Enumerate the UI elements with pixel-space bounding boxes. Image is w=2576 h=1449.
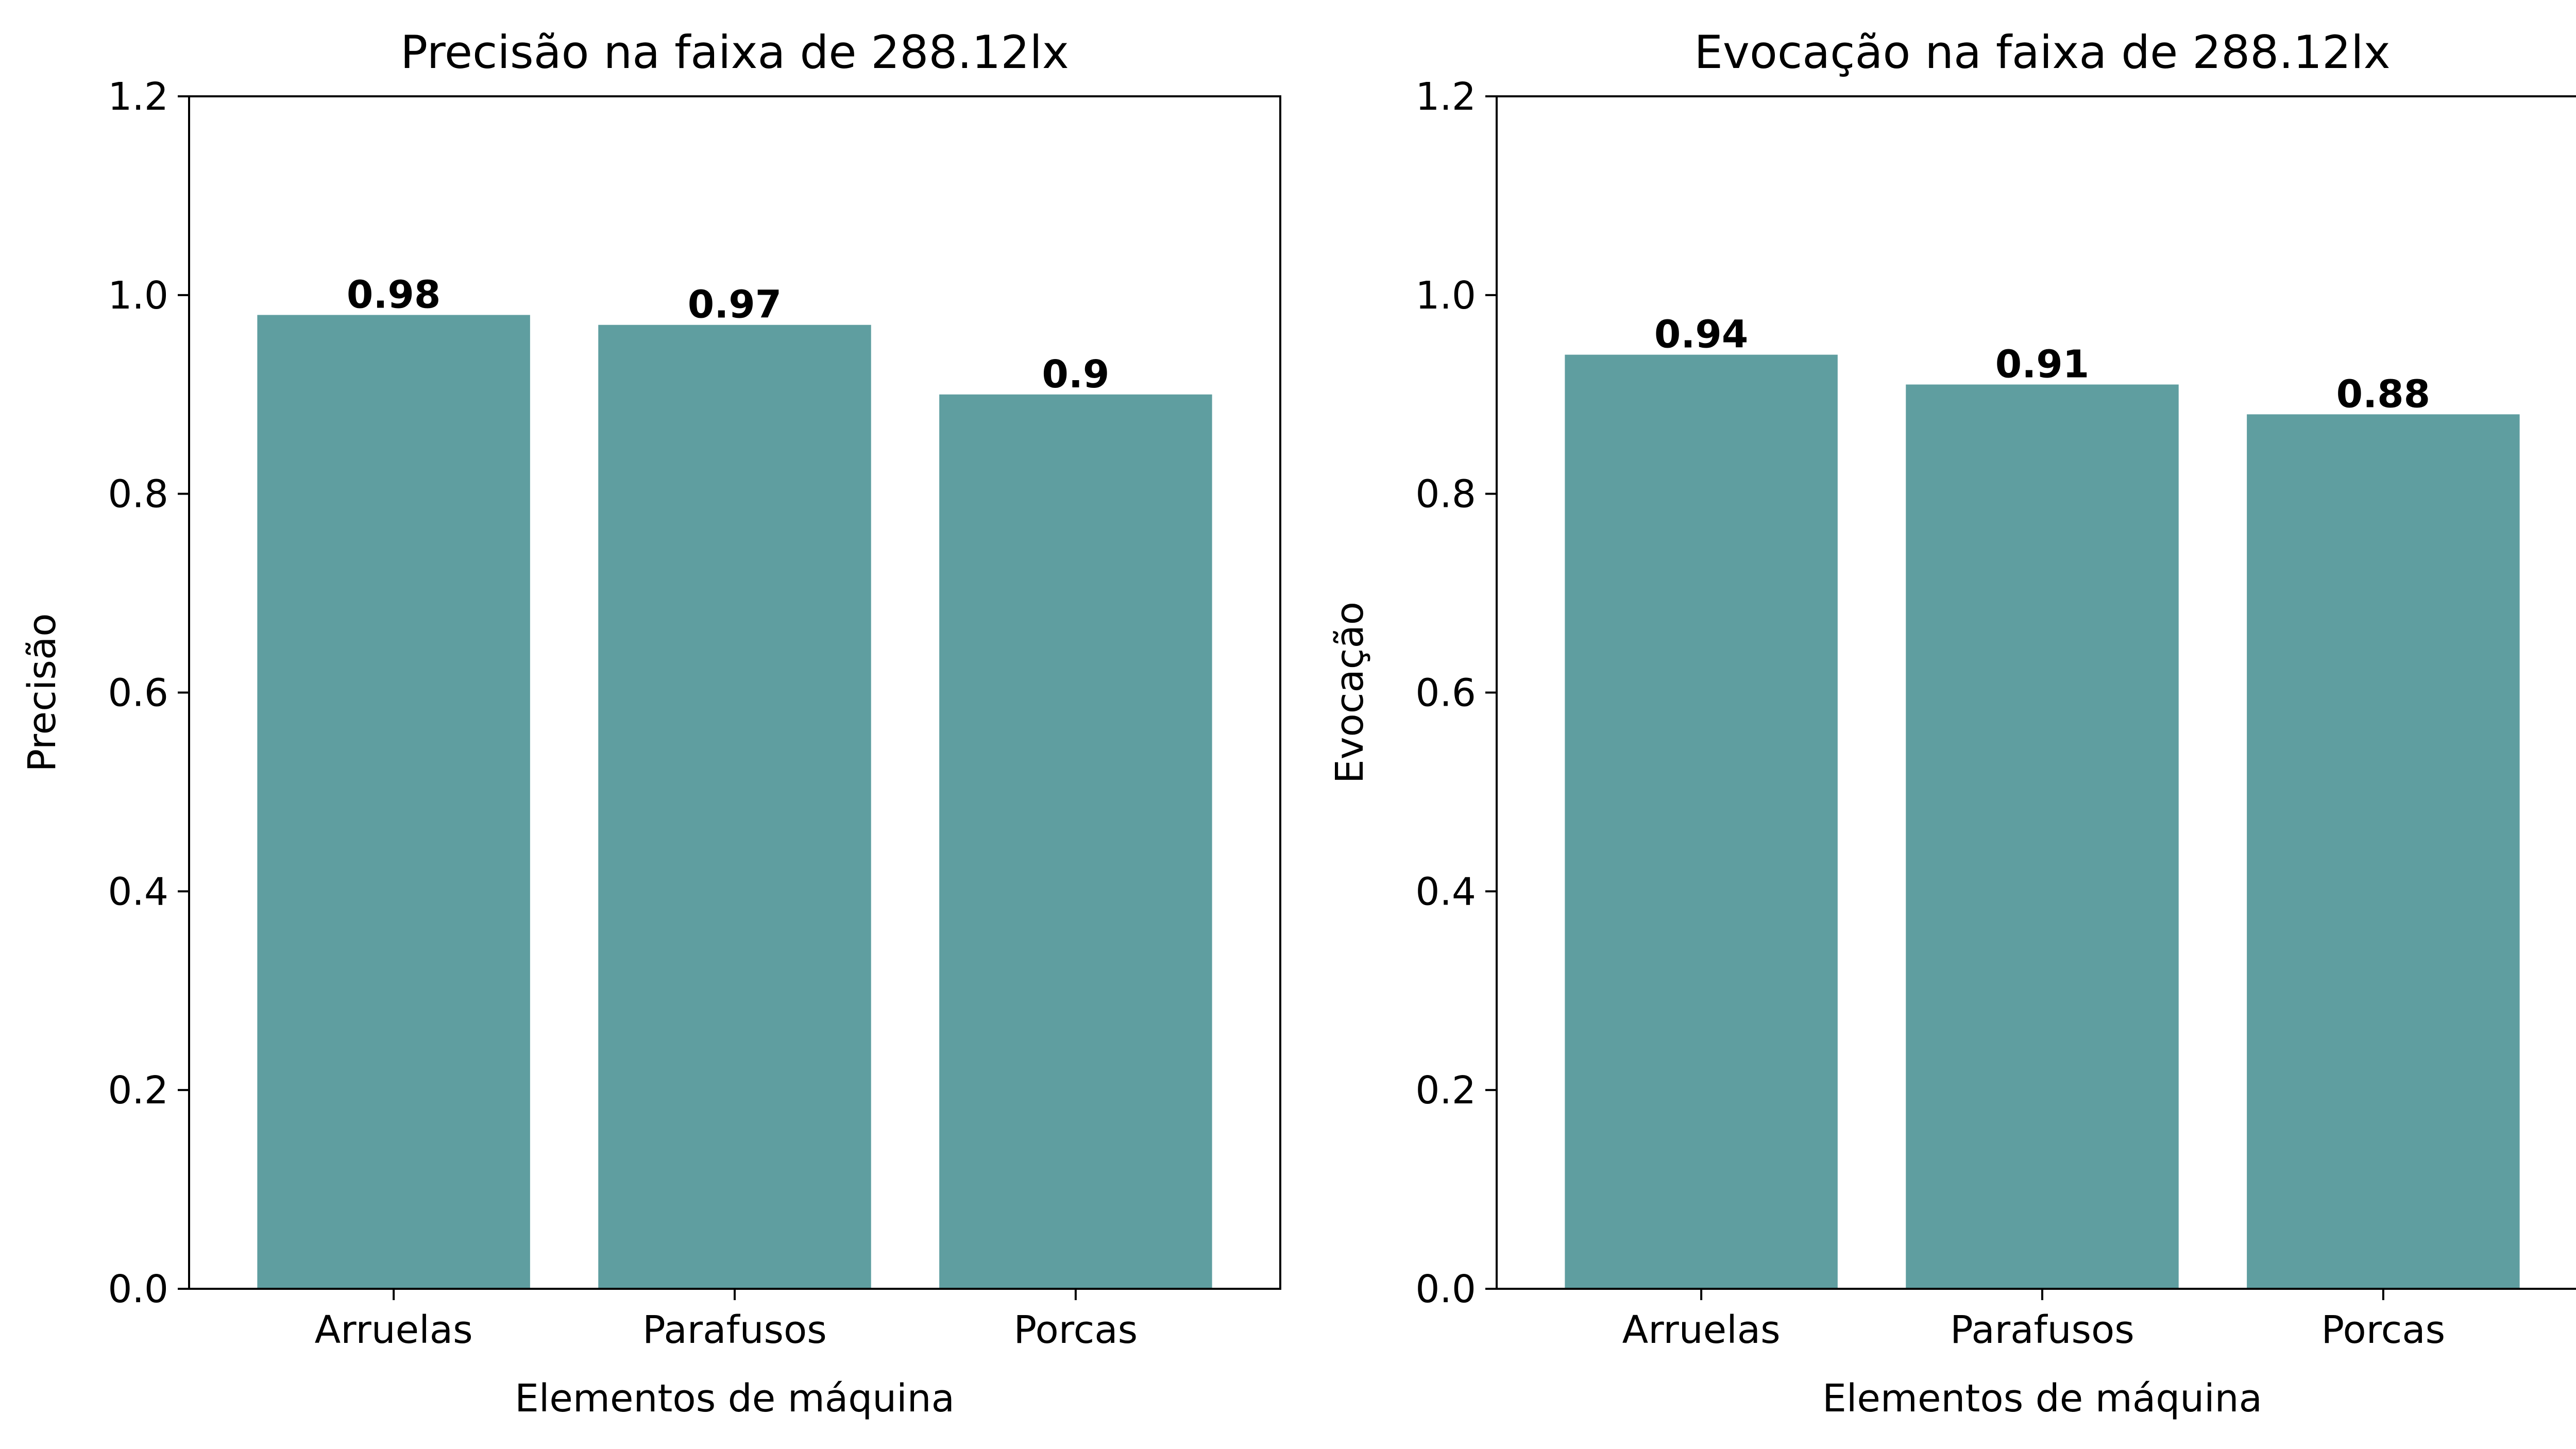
y-tick-label: 0.8 [1415, 472, 1476, 517]
data-label: 0.9 [1042, 352, 1109, 397]
bar [1565, 354, 1838, 1289]
chart-title: Precisão na faixa de 288.12lx [400, 26, 1069, 79]
x-tick-label: Arruelas [1622, 1308, 1781, 1352]
chart-title: Evocação na faixa de 288.12lx [1694, 26, 2390, 79]
data-label: 0.88 [2336, 372, 2431, 416]
data-label: 0.97 [688, 283, 782, 327]
y-tick-label: 0.6 [1415, 671, 1476, 715]
y-tick-label: 0.2 [108, 1068, 168, 1113]
y-tick-label: 1.0 [1415, 274, 1476, 318]
data-label: 0.94 [1654, 313, 1749, 357]
bar [2247, 414, 2520, 1289]
y-tick-label: 1.2 [1415, 75, 1476, 119]
bar [1906, 384, 2179, 1289]
y-tick-label: 1.0 [108, 274, 168, 318]
x-tick-label: Porcas [1014, 1308, 1138, 1352]
y-tick-label: 0.4 [108, 870, 168, 914]
y-tick-label: 0.4 [1415, 870, 1476, 914]
axes-frame [188, 95, 1281, 1290]
data-label: 0.91 [1995, 342, 2090, 386]
y-axis-label: Precisão [20, 613, 64, 772]
y-tick-label: 0.0 [108, 1267, 168, 1311]
y-tick-label: 0.8 [108, 472, 168, 517]
y-tick-label: 0.2 [1415, 1068, 1476, 1113]
y-tick-label: 1.2 [108, 75, 168, 119]
x-axis-label: Elementos de máquina [1822, 1376, 2262, 1421]
x-tick-label: Parafusos [1950, 1308, 2134, 1352]
x-tick-label: Arruelas [315, 1308, 473, 1352]
bar [257, 315, 530, 1289]
bar [598, 325, 871, 1289]
x-axis-label: Elementos de máquina [515, 1376, 955, 1421]
y-tick-label: 0.6 [108, 671, 168, 715]
data-label: 0.98 [347, 272, 441, 317]
y-axis-label: Evocação [1328, 602, 1372, 783]
x-tick-label: Porcas [2321, 1308, 2446, 1352]
precision-chart-panel: Precisão na faixa de 288.12lx Elementos … [20, 26, 1281, 1421]
bar [939, 394, 1212, 1289]
y-tick-label: 0.0 [1415, 1267, 1476, 1311]
x-tick-label: Parafusos [642, 1308, 827, 1352]
recall-chart-panel: Evocação na faixa de 288.12lx Elementos … [1328, 26, 2576, 1421]
axes-frame [1496, 95, 2576, 1290]
